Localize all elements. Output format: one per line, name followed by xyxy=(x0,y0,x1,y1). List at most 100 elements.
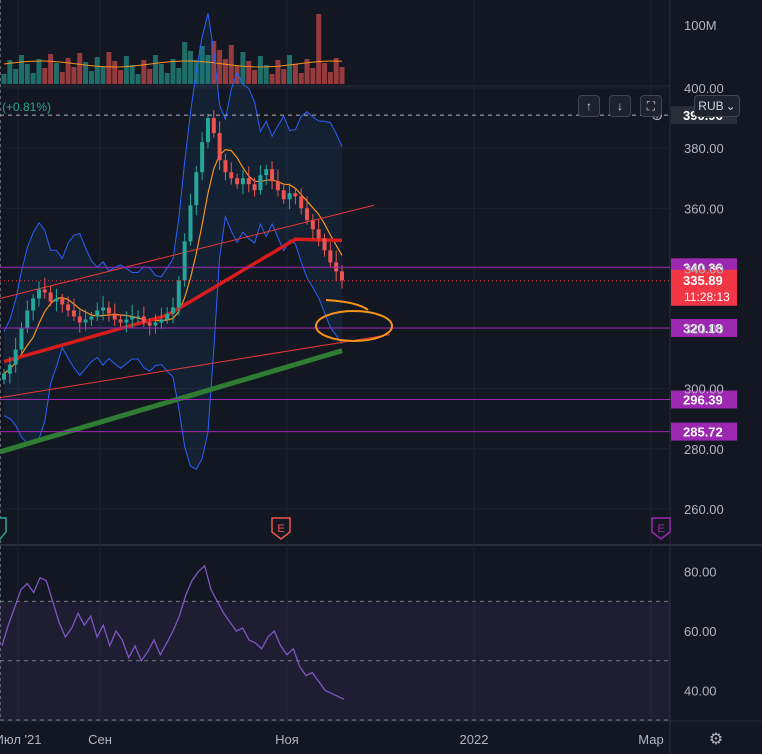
candle-body xyxy=(66,304,71,311)
change-percent: (+0.81%) xyxy=(2,100,52,114)
rsi-tick-label: 60.00 xyxy=(684,624,717,639)
candle-body xyxy=(176,280,181,308)
volume-bar xyxy=(304,59,310,84)
volume-bar xyxy=(339,67,345,84)
earnings-marker-label: E xyxy=(657,523,664,535)
volume-bar xyxy=(246,61,252,84)
bollinger-lower xyxy=(3,214,343,470)
y-tick-label: 300.00 xyxy=(684,382,724,397)
candle-body xyxy=(124,319,129,323)
candle-body xyxy=(188,205,193,242)
volume-bar xyxy=(18,55,24,84)
level-price-tag xyxy=(671,390,737,409)
candle-body xyxy=(310,220,315,230)
candle-body xyxy=(322,238,327,251)
y-tick-label: 400.00 xyxy=(684,81,724,96)
earnings-marker[interactable] xyxy=(651,517,671,540)
trend-line-lower xyxy=(0,334,391,399)
dividend-marker[interactable] xyxy=(0,517,7,541)
countdown-label: 11:28:13 xyxy=(684,290,730,304)
volume-bar xyxy=(322,63,328,84)
candle-body xyxy=(71,310,76,317)
volume-bar xyxy=(88,71,94,84)
volume-bar xyxy=(234,66,240,84)
level-price-label: 285.72 xyxy=(683,425,723,440)
currency-label: RUB xyxy=(698,99,724,113)
candle-body xyxy=(54,298,59,302)
candle-body xyxy=(299,196,304,209)
candle-body xyxy=(31,298,36,311)
candle-body xyxy=(211,118,216,134)
current-price-label: 335.89 xyxy=(683,273,723,288)
volume-bar xyxy=(129,65,135,84)
candle-body xyxy=(200,142,205,173)
candle-body xyxy=(106,307,111,314)
candle-body xyxy=(305,208,310,221)
volume-bar xyxy=(164,73,170,84)
volume-bar xyxy=(275,60,281,84)
candle-body xyxy=(112,313,117,320)
volume-bar xyxy=(217,50,223,84)
volume-bar xyxy=(13,69,19,84)
volume-bar xyxy=(158,64,164,84)
volume-bar xyxy=(83,62,89,84)
volume-bar xyxy=(182,42,188,84)
candle-body xyxy=(19,328,24,350)
candle-body xyxy=(205,118,210,143)
drawn-stroke[interactable] xyxy=(325,299,369,311)
bollinger-upper xyxy=(3,13,343,332)
scroll-down-button[interactable]: ↓ xyxy=(609,95,631,117)
candle-body xyxy=(89,316,94,320)
candle-body xyxy=(130,316,135,320)
y-tick-label: 360.00 xyxy=(684,201,724,216)
volume-bar xyxy=(327,72,333,84)
candle-body xyxy=(275,181,280,191)
volume-bar xyxy=(252,70,258,84)
volume-bar xyxy=(141,60,147,84)
currency-selector[interactable]: RUB ⌄ xyxy=(694,95,740,117)
level-price-tag xyxy=(671,422,737,441)
volume-bar xyxy=(269,74,275,84)
candle-body xyxy=(281,190,286,200)
candle-body xyxy=(13,349,18,365)
volume-bar xyxy=(53,63,59,84)
volume-bar xyxy=(187,51,193,84)
candle-body xyxy=(77,316,82,323)
volume-bar xyxy=(100,66,106,84)
volume-bar xyxy=(310,68,316,84)
candle-body xyxy=(217,133,222,161)
candle-body xyxy=(340,271,344,281)
fit-screen-button[interactable]: ⛶ xyxy=(640,95,662,117)
earnings-marker-label: E xyxy=(277,523,284,535)
candle-body xyxy=(287,193,292,200)
volume-bar xyxy=(123,56,129,84)
volume-ma-line xyxy=(3,60,343,68)
earnings-marker[interactable] xyxy=(271,517,291,540)
volume-bar xyxy=(199,46,205,84)
candle-body xyxy=(240,178,245,185)
gear-icon[interactable]: ⚙ xyxy=(709,729,723,748)
x-tick-label: Мар xyxy=(638,732,663,747)
volume-bar xyxy=(65,58,71,84)
y-tick-label: 260.00 xyxy=(684,502,724,517)
rsi-tick-label: 40.00 xyxy=(684,683,717,698)
volume-bar xyxy=(42,68,48,84)
volume-bar xyxy=(147,69,153,84)
rsi-tick-label: 80.00 xyxy=(684,565,717,580)
level-price-label: 320.18 xyxy=(683,321,723,336)
drawn-ellipse[interactable] xyxy=(315,310,393,342)
scroll-up-button[interactable]: ↑ xyxy=(578,95,600,117)
current-price-tag xyxy=(671,269,737,306)
chevron-down-icon: ⌄ xyxy=(725,99,736,113)
volume-bar xyxy=(263,65,269,84)
ma-long-line xyxy=(0,348,343,455)
candle-body xyxy=(252,184,257,191)
volume-axis-label: 100M xyxy=(684,18,717,33)
volume-bar xyxy=(71,67,77,84)
rsi-band xyxy=(0,601,670,720)
volume-bar xyxy=(106,52,112,84)
candle-body xyxy=(328,250,333,263)
volume-bar xyxy=(94,57,100,84)
y-tick-label: 280.00 xyxy=(684,442,724,457)
